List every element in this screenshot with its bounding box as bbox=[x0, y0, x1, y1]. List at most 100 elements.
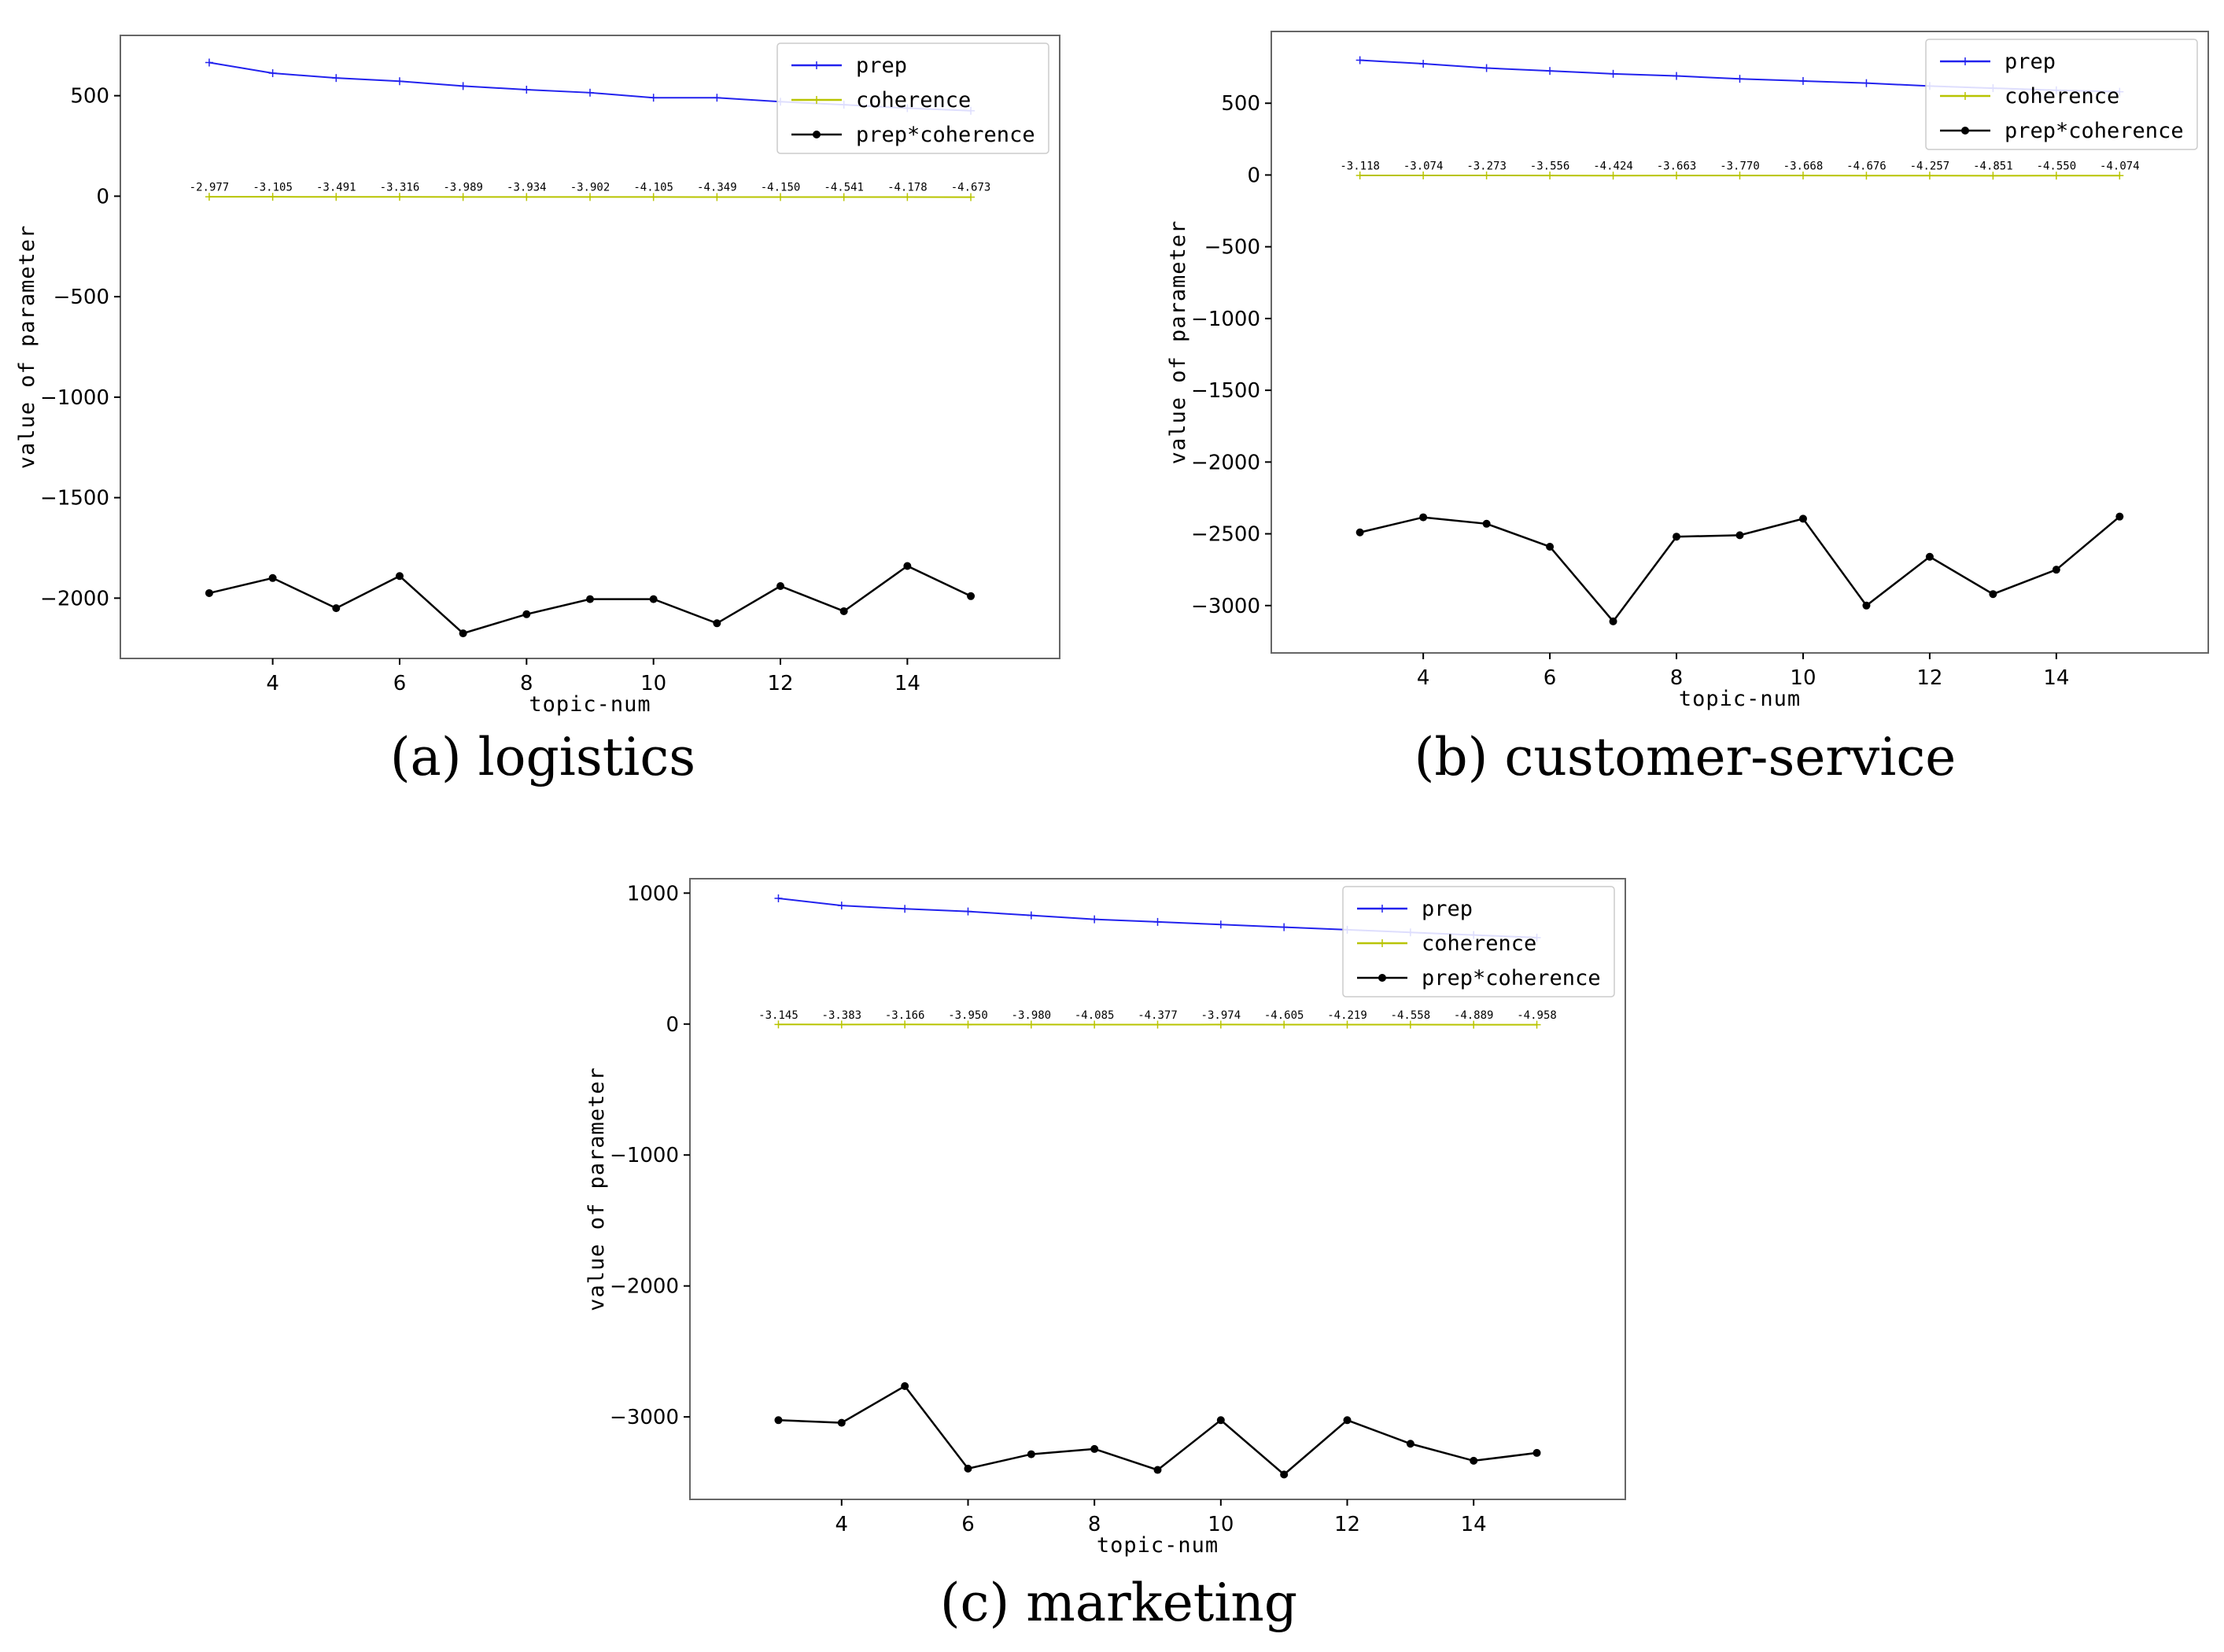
data-label: -3.989 bbox=[443, 181, 483, 194]
data-point bbox=[1673, 171, 1681, 180]
data-point bbox=[332, 74, 341, 83]
data-point bbox=[1090, 915, 1099, 924]
data-label: -2.977 bbox=[190, 181, 230, 194]
data-label: -3.074 bbox=[1403, 160, 1444, 172]
y-tick-label: 0 bbox=[1247, 164, 1260, 187]
data-point bbox=[459, 629, 467, 638]
data-point bbox=[649, 193, 658, 201]
x-tick-label: 6 bbox=[1544, 666, 1557, 690]
data-label: -3.383 bbox=[822, 1009, 862, 1022]
data-point bbox=[1280, 923, 1289, 931]
data-label: -3.980 bbox=[1012, 1009, 1052, 1022]
legend-label: prep bbox=[2005, 50, 2056, 74]
data-point bbox=[839, 607, 848, 615]
data-point bbox=[459, 193, 467, 201]
data-point bbox=[1546, 542, 1555, 551]
data-point bbox=[268, 69, 277, 78]
data-point bbox=[2115, 512, 2124, 521]
data-label: -4.673 bbox=[951, 181, 991, 194]
data-point bbox=[649, 94, 658, 102]
data-point bbox=[522, 610, 531, 618]
panel-caption: (c) marketing bbox=[940, 1573, 1297, 1633]
y-tick-label: 500 bbox=[70, 85, 109, 109]
data-point bbox=[1343, 1020, 1352, 1029]
data-point bbox=[837, 902, 846, 910]
y-tick-label: 500 bbox=[1221, 92, 1260, 116]
data-point bbox=[268, 573, 277, 582]
y-axis-title: value of parameter bbox=[15, 225, 39, 470]
data-point bbox=[1406, 1020, 1414, 1029]
legend-label: prep*coherence bbox=[856, 123, 1035, 147]
data-label: -4.958 bbox=[1517, 1009, 1557, 1022]
legend-label: prep*coherence bbox=[2005, 119, 2184, 143]
panel-caption: (a) logistics bbox=[390, 727, 695, 787]
data-point bbox=[1546, 67, 1555, 76]
data-point bbox=[1532, 1448, 1541, 1457]
panel-caption: (b) customer-service bbox=[1414, 727, 1957, 787]
data-point bbox=[1355, 171, 1364, 180]
data-point bbox=[1862, 601, 1871, 610]
data-point bbox=[1609, 171, 1617, 180]
data-label: -3.934 bbox=[507, 181, 547, 194]
y-axis-title: value of parameter bbox=[585, 1067, 609, 1311]
data-point bbox=[586, 88, 594, 97]
data-point bbox=[1798, 76, 1807, 85]
data-point bbox=[395, 77, 404, 86]
data-point bbox=[1673, 533, 1681, 541]
x-tick-label: 8 bbox=[1088, 1513, 1101, 1536]
data-label: -3.974 bbox=[1201, 1009, 1241, 1022]
y-tick-label: −500 bbox=[1204, 236, 1260, 260]
x-tick-label: 6 bbox=[961, 1513, 975, 1536]
data-point bbox=[1673, 72, 1681, 80]
x-axis-title: topic-num bbox=[1097, 1533, 1219, 1558]
data-label: -4.085 bbox=[1075, 1009, 1115, 1022]
data-label: -3.556 bbox=[1530, 160, 1570, 172]
x-tick-label: 12 bbox=[1916, 666, 1942, 690]
legend-label: prep bbox=[856, 53, 907, 78]
legend-label: coherence bbox=[1422, 931, 1536, 956]
data-point bbox=[1090, 1444, 1099, 1453]
data-point bbox=[776, 582, 785, 591]
data-label: -3.950 bbox=[948, 1009, 988, 1022]
data-point bbox=[332, 193, 341, 201]
chart-panel-3: 1000 0 −1000 −2000 −3000 4 6 8 10 12 14 topic-num va… bbox=[585, 878, 1626, 1633]
y-tick-label: −1500 bbox=[1191, 379, 1260, 403]
data-point bbox=[1153, 917, 1162, 926]
data-point bbox=[1419, 60, 1428, 68]
data-point bbox=[586, 193, 594, 201]
data-point bbox=[839, 193, 848, 201]
data-point bbox=[901, 1382, 909, 1391]
y-tick-label: 0 bbox=[666, 1013, 679, 1037]
data-point bbox=[1862, 171, 1871, 180]
data-point bbox=[1027, 1450, 1035, 1458]
data-point bbox=[1216, 1020, 1225, 1029]
legend-marker bbox=[813, 131, 821, 138]
data-label: -4.257 bbox=[1910, 160, 1950, 172]
data-point bbox=[1532, 1020, 1541, 1029]
data-point bbox=[395, 572, 404, 581]
legend-label: coherence bbox=[2005, 84, 2119, 109]
y-tick-label: −1000 bbox=[1191, 308, 1260, 331]
data-point bbox=[1546, 171, 1555, 180]
data-label: -4.349 bbox=[697, 181, 737, 194]
data-point bbox=[1027, 1020, 1035, 1029]
data-label: -3.770 bbox=[1720, 160, 1760, 172]
data-point bbox=[1153, 1020, 1162, 1029]
y-tick-label: −3000 bbox=[1191, 595, 1260, 618]
data-point bbox=[332, 604, 341, 613]
legend: prep coherence prep*coherence bbox=[776, 42, 1049, 154]
legend-label: prep*coherence bbox=[1422, 966, 1601, 990]
data-label: -3.273 bbox=[1466, 160, 1507, 172]
data-point bbox=[205, 193, 213, 201]
data-point bbox=[2115, 171, 2124, 180]
x-tick-label: 14 bbox=[894, 672, 920, 695]
data-label: -4.424 bbox=[1593, 160, 1633, 172]
x-tick-label: 14 bbox=[2043, 666, 2069, 690]
data-point bbox=[774, 894, 783, 902]
data-label: -4.889 bbox=[1454, 1009, 1494, 1022]
x-tick-label: 4 bbox=[835, 1513, 849, 1536]
data-point bbox=[268, 193, 277, 201]
y-tick-label: −2000 bbox=[1191, 451, 1260, 474]
data-label: -4.178 bbox=[887, 181, 928, 194]
data-label: -3.105 bbox=[253, 181, 293, 194]
